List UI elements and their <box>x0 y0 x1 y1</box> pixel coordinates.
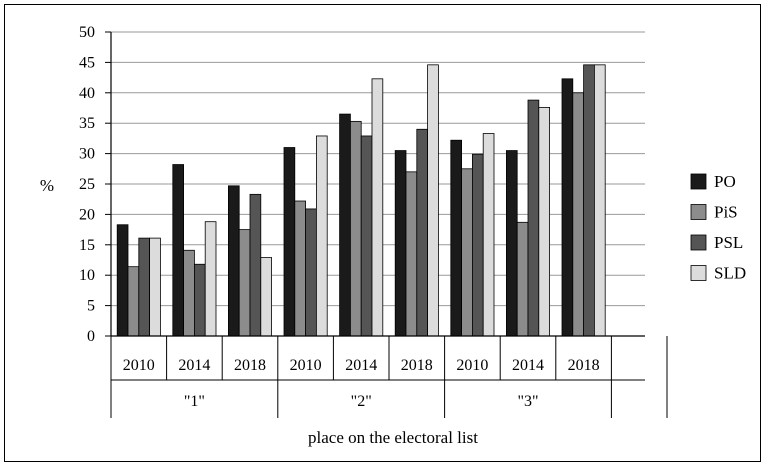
legend-swatch-psl <box>690 234 707 251</box>
bar-po-6 <box>450 139 462 337</box>
bar-sld-0 <box>149 237 161 337</box>
y-tick-labels: 0 5 10 15 20 25 30 35 40 45 50 <box>79 24 111 345</box>
group-label: "1" <box>184 393 205 410</box>
bar-po-5 <box>394 150 407 337</box>
x-tick-label: 2018 <box>401 357 433 374</box>
x-tick-label: 2010 <box>290 357 322 374</box>
bar-po-2 <box>227 185 240 337</box>
x-axis-label: place on the electoral list <box>308 428 478 447</box>
y-tick-label: 15 <box>79 237 95 254</box>
bar-sld-1 <box>204 221 217 337</box>
bar-po-8 <box>561 78 574 337</box>
bar-psl-5 <box>416 128 428 337</box>
legend-label-sld: SLD <box>714 264 746 283</box>
legend-label-po: PO <box>714 172 736 191</box>
bar-sld-8 <box>594 64 606 337</box>
bar-pis-6 <box>461 168 473 337</box>
x-tick-label: 2014 <box>345 357 377 374</box>
legend-swatch-pis <box>690 204 707 220</box>
legend-swatch-sld <box>690 265 707 281</box>
bar-sld-4 <box>371 78 384 337</box>
bar-pis-7 <box>516 221 529 337</box>
legend-label-psl: PSL <box>714 233 743 252</box>
x-tick-label: 2014 <box>178 357 210 374</box>
bar-po-4 <box>339 113 351 337</box>
legend: PO PiS PSL SLD <box>690 172 746 283</box>
x-tick-label: 2010 <box>456 357 488 374</box>
bar-pis-1 <box>183 249 195 337</box>
legend-swatch-po <box>690 173 707 190</box>
legend-label-pis: PiS <box>714 203 738 222</box>
group-label: "3" <box>517 393 538 410</box>
chart-frame: 0 5 10 15 20 25 30 35 40 45 50 2010 2014 2018 2010 201… <box>4 4 761 462</box>
x-tick-label: 2018 <box>568 357 600 374</box>
y-tick-label: 5 <box>87 298 95 315</box>
bar-pis-5 <box>405 171 418 337</box>
bar-sld-3 <box>315 135 328 337</box>
y-tick-label: 40 <box>79 85 95 102</box>
bar-po-0 <box>116 224 129 337</box>
bar-psl-2 <box>249 193 262 337</box>
x-tick-label: 2014 <box>512 357 544 374</box>
y-tick-label: 25 <box>79 176 95 193</box>
bar-psl-1 <box>193 263 206 337</box>
bar-sld-2 <box>260 257 273 337</box>
y-tick-label: 30 <box>79 146 95 163</box>
bar-po-7 <box>505 150 518 337</box>
bar-psl-8 <box>583 64 595 337</box>
bar-pis-2 <box>238 229 251 337</box>
y-tick-label: 10 <box>79 267 95 284</box>
bar-psl-6 <box>471 153 484 337</box>
bar-psl-0 <box>138 237 151 337</box>
bar-sld-5 <box>427 64 439 337</box>
y-axis-label: % <box>40 176 54 195</box>
x-category-table: 2010 2014 2018 2010 2014 2018 2010 2014 2018 "1" "… <box>110 336 668 418</box>
group-label: "2" <box>351 393 372 410</box>
y-tick-label: 0 <box>87 328 95 345</box>
bars <box>116 64 606 337</box>
bar-po-3 <box>283 147 296 337</box>
y-tick-label: 35 <box>79 115 95 132</box>
bar-po-1 <box>172 164 185 337</box>
bar-sld-7 <box>538 106 550 337</box>
y-tick-label: 45 <box>79 54 95 71</box>
bar-psl-3 <box>305 208 317 337</box>
bar-pis-3 <box>294 200 306 337</box>
x-tick-label: 2018 <box>234 357 266 374</box>
bar-sld-6 <box>482 133 495 337</box>
bar-pis-4 <box>349 120 362 337</box>
bar-pis-8 <box>572 92 584 337</box>
y-tick-label: 50 <box>79 24 95 41</box>
x-tick-label: 2010 <box>123 357 155 374</box>
bar-psl-7 <box>527 99 540 337</box>
bar-pis-0 <box>127 266 140 337</box>
bar-psl-4 <box>360 135 373 337</box>
y-tick-label: 20 <box>79 206 95 223</box>
